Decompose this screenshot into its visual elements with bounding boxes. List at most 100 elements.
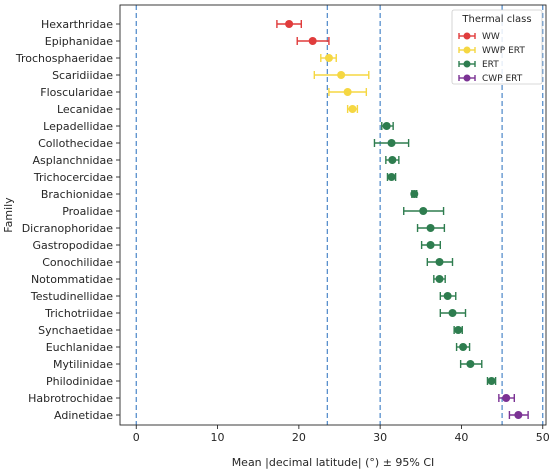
family-mark [381, 122, 394, 130]
mean-point [487, 377, 496, 385]
plot-frame [119, 4, 547, 426]
mean-point [514, 411, 523, 419]
y-tick-label: Scaridiidae [52, 69, 113, 82]
y-tick-label: Collothecidae [38, 137, 113, 150]
y-tick-label: Dicranophoridae [22, 222, 114, 235]
mean-point [435, 275, 444, 283]
mean-point [454, 326, 463, 334]
mean-point [308, 37, 317, 45]
mean-point [426, 241, 435, 249]
family-mark [386, 173, 397, 181]
y-tick-label: Lecanidae [57, 103, 113, 116]
legend-entry: CWP ERT [458, 74, 523, 84]
legend-marker [463, 60, 471, 68]
legend-label: ERT [482, 60, 499, 70]
mean-point [466, 360, 475, 368]
family-mark [328, 88, 368, 96]
x-tick-label: 50 [536, 431, 550, 444]
family-mark [373, 139, 410, 147]
family-mark [459, 360, 483, 368]
mean-point [410, 190, 419, 198]
mean-point [324, 54, 333, 62]
legend-entry: WWP ERT [458, 46, 525, 56]
x-tick-label: 0 [133, 431, 140, 444]
x-axis-label: Mean |decimal latitude| (°) ± 95% CI [232, 456, 435, 469]
legend-marker [463, 74, 471, 82]
mean-point [459, 343, 468, 351]
legend-title: Thermal class [461, 14, 531, 25]
y-tick-label: Floscularidae [40, 86, 113, 99]
mean-point [443, 292, 452, 300]
y-tick-label: Notommatidae [31, 273, 113, 286]
mean-point [387, 173, 396, 181]
family-mark [439, 292, 457, 300]
x-tick-label: 40 [454, 431, 468, 444]
y-tick-label: Proalidae [62, 205, 113, 218]
y-tick-label: Euchlanidae [46, 341, 113, 354]
y-tick-label: Testudinellidae [30, 290, 113, 303]
family-mark [426, 258, 454, 266]
family-mark [346, 105, 359, 113]
y-tick-label: Epiphanidae [45, 35, 113, 48]
y-tick-label: Synchaetidae [38, 324, 113, 337]
family-mark [296, 37, 330, 45]
family-mark [403, 207, 445, 215]
mean-point [337, 71, 346, 79]
mean-point [448, 309, 457, 317]
mean-point [382, 122, 391, 130]
family-mark [276, 20, 302, 28]
family-mark [410, 190, 419, 198]
legend: Thermal class WW WWP ERT ERT CWP ERT [451, 9, 543, 85]
x-tick-label: 20 [292, 431, 306, 444]
legend-label: WWP ERT [482, 46, 525, 56]
mean-point [348, 105, 357, 113]
family-mark [498, 394, 515, 402]
legend-marker [463, 32, 471, 40]
y-tick-label: Mytilinidae [53, 358, 113, 371]
y-axis-label: Family [2, 197, 15, 233]
family-mark [486, 377, 497, 385]
mean-point [387, 139, 396, 147]
y-tick-label: Trochosphaeridae [15, 52, 113, 65]
family-mark [416, 224, 446, 232]
legend-label: WW [482, 32, 500, 42]
family-mark [455, 343, 471, 351]
legend-entries: WW WWP ERT ERT CWP ERT [458, 32, 525, 84]
x-tick-label: 10 [211, 431, 225, 444]
y-tick-label: Hexarthridae [41, 18, 113, 31]
family-mark [439, 309, 467, 317]
mean-point [502, 394, 511, 402]
family-mark [433, 275, 446, 283]
legend-entry: ERT [458, 60, 499, 70]
mean-point [426, 224, 435, 232]
y-tick-label: Habrotrochidae [28, 392, 113, 405]
y-tick-label: Gastropodidae [32, 239, 113, 252]
y-tick-label: Asplanchnidae [32, 154, 113, 167]
y-tick-label: Conochilidae [42, 256, 113, 269]
mean-point [419, 207, 428, 215]
family-mark [320, 54, 337, 62]
reference-lines [135, 5, 544, 425]
y-tick-label: Brachionidae [41, 188, 113, 201]
family-mark [420, 241, 442, 249]
y-tick-label: Lepadellidae [43, 120, 113, 133]
y-tick-label: Trichotriidae [44, 307, 113, 320]
y-tick-label: Philodinidae [46, 375, 113, 388]
y-axis-ticks: Hexarthridae Epiphanidae Trochosphaeridae S… [15, 18, 120, 422]
mean-point [343, 88, 352, 96]
x-tick-label: 30 [373, 431, 387, 444]
y-tick-label: Trichocercidae [33, 171, 113, 184]
legend-label: CWP ERT [482, 74, 523, 84]
mean-point [435, 258, 444, 266]
x-axis-ticks: 0 10 20 30 40 50 [133, 425, 550, 444]
family-mark [385, 156, 400, 164]
data-marks [276, 20, 529, 419]
family-mark [508, 411, 529, 419]
family-mark [453, 326, 463, 334]
family-mark [313, 71, 370, 79]
legend-entry: WW [458, 32, 500, 42]
y-tick-label: Adinetidae [54, 409, 113, 422]
legend-marker [463, 46, 471, 54]
mean-point [285, 20, 294, 28]
